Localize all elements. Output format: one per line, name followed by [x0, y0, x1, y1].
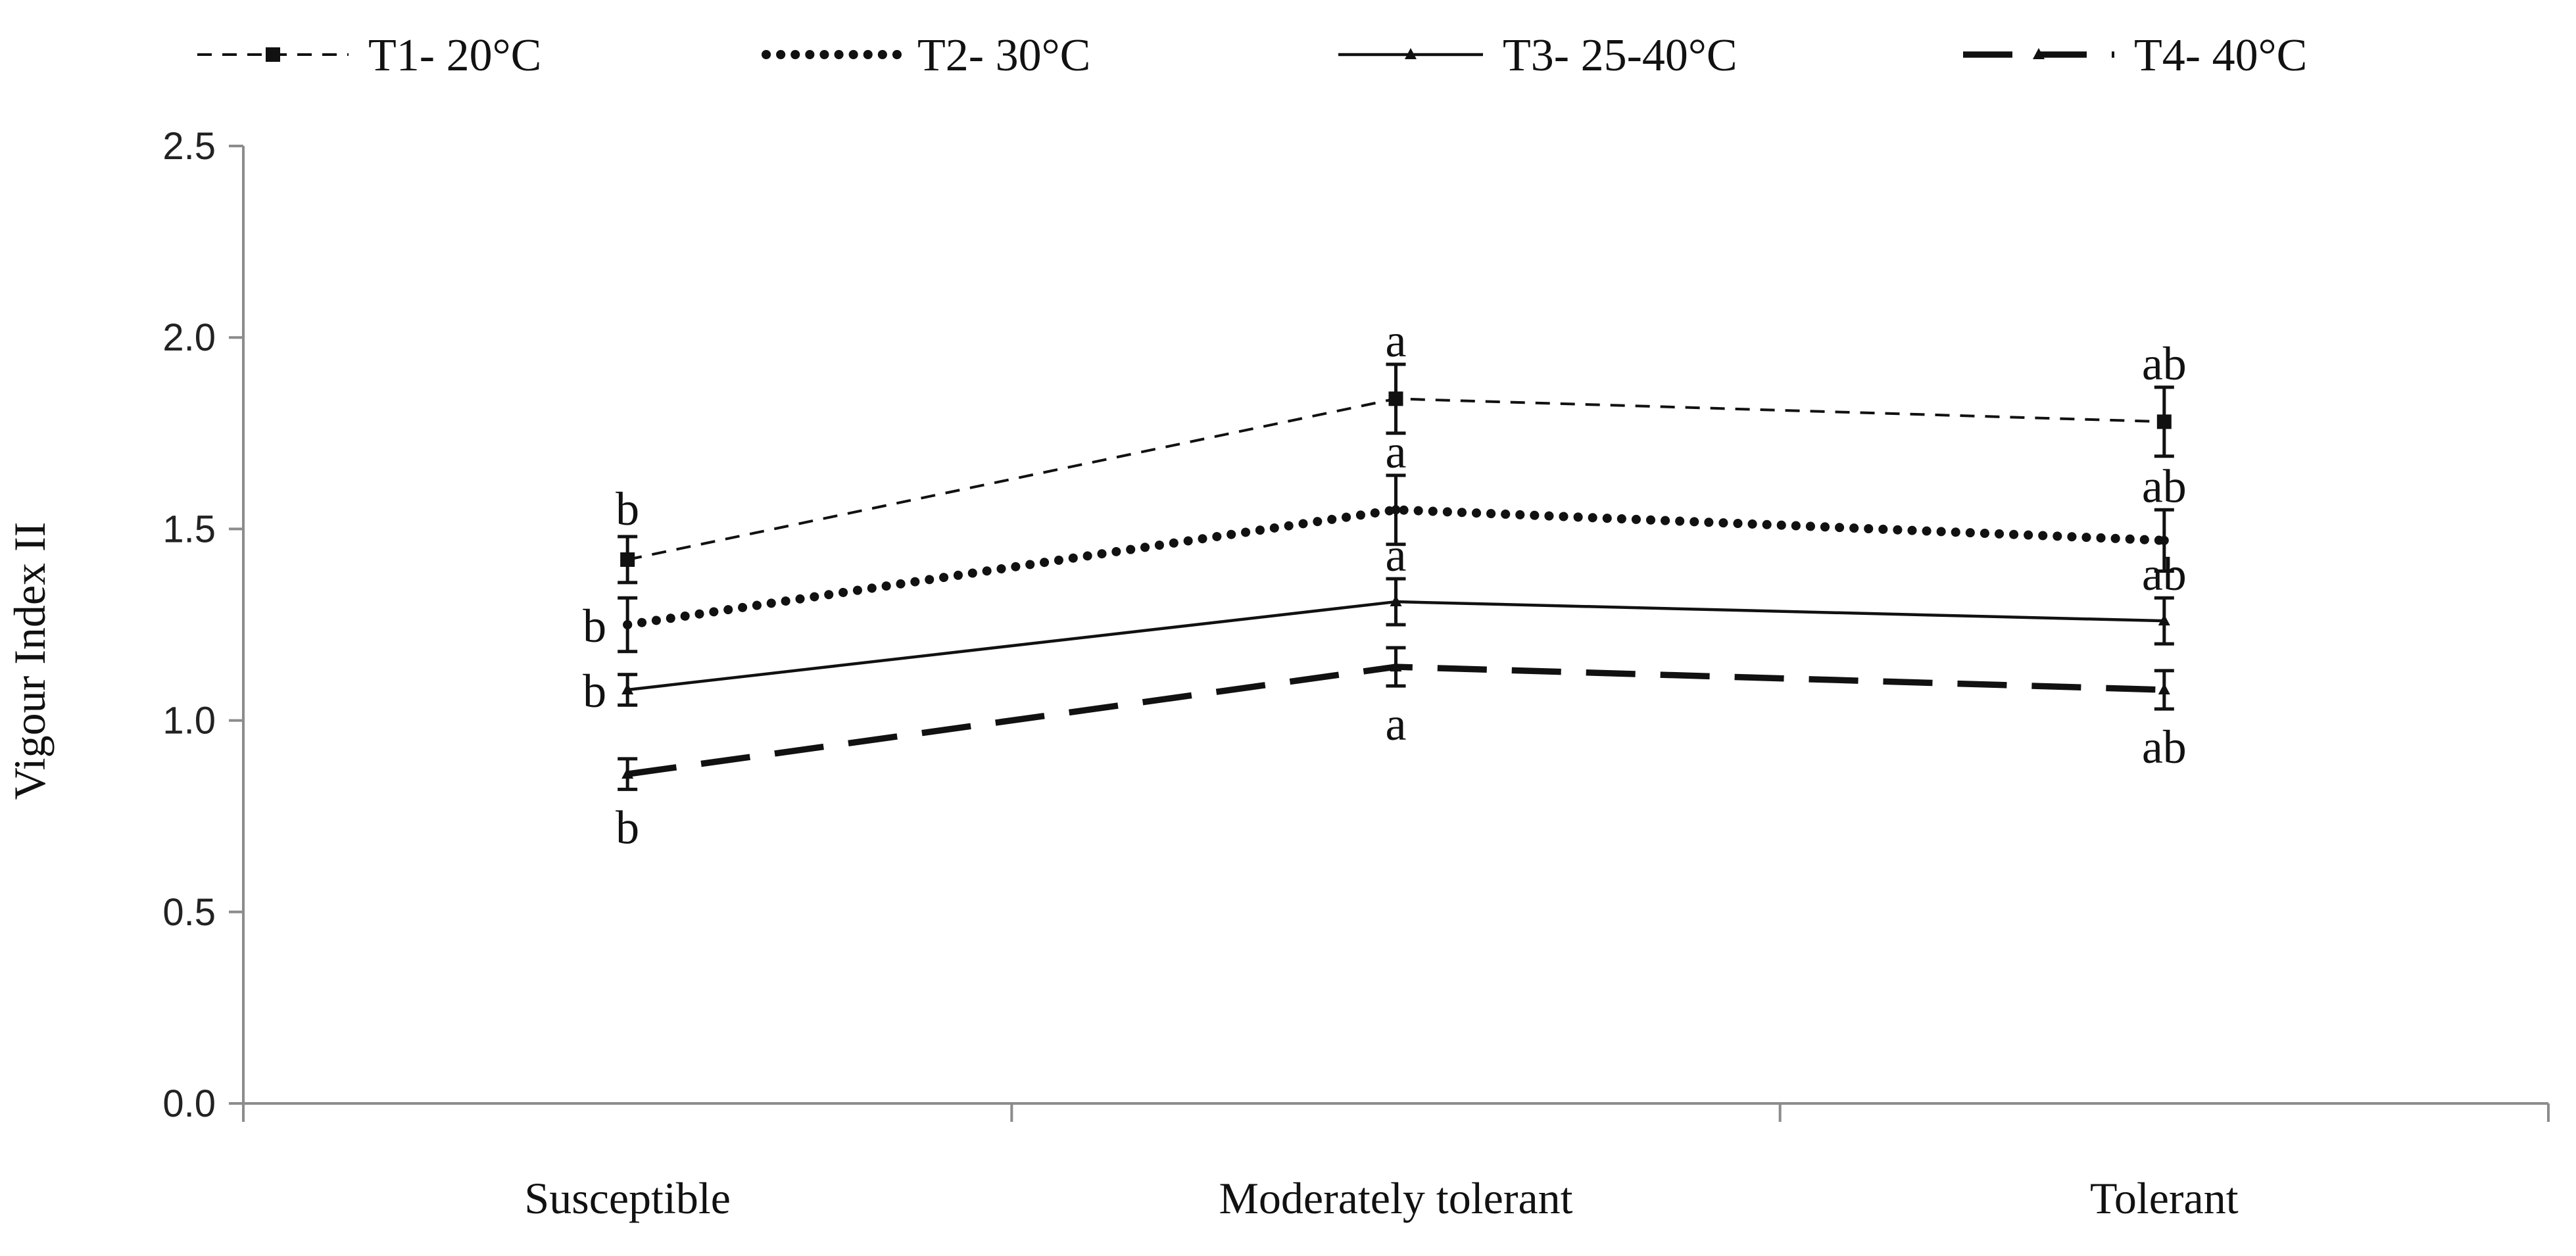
significance-letter: ab	[2142, 548, 2187, 600]
legend-item: T2- 30°C	[762, 30, 1090, 81]
significance-labels: b a ab b a ab b a ab b a ab	[583, 314, 2187, 854]
data-point	[1391, 505, 1401, 515]
significance-letter: b	[583, 665, 606, 717]
axes: 0.0 0.5 1.0 1.5 2.0 2.5 Susceptible Moderately …	[162, 125, 2550, 1223]
y-axis-title: Vigour Index II	[5, 522, 55, 800]
legend-marker	[266, 47, 280, 62]
significance-letter: b	[616, 801, 639, 854]
significance-letter: a	[1386, 529, 1407, 581]
data-point	[1390, 595, 1402, 607]
data-point	[623, 620, 633, 629]
y-tick-label: 2.0	[162, 316, 216, 359]
data-point	[2158, 683, 2170, 695]
data-point	[2156, 414, 2172, 429]
legend-item: T3- 25-40°C	[1338, 30, 1738, 81]
significance-letter: ab	[2142, 460, 2187, 512]
legend-marker	[2033, 48, 2045, 59]
significance-letter: a	[1386, 314, 1407, 367]
data-point	[621, 767, 634, 779]
legend-label: T1- 20°C	[368, 30, 541, 81]
data-point	[620, 552, 635, 567]
y-tick-label: 0.0	[162, 1082, 216, 1125]
data-point	[621, 683, 634, 695]
significance-letter: b	[583, 600, 606, 652]
significance-letter: a	[1386, 425, 1407, 478]
y-tick-label: 2.5	[162, 125, 216, 168]
series-line	[623, 505, 2169, 629]
legend-item: T1- 20°C	[197, 30, 541, 81]
legend-item: T4- 40°C	[1963, 30, 2307, 81]
y-tick-label: 0.5	[162, 891, 216, 934]
data-point	[2158, 614, 2170, 626]
legend-label: T4- 40°C	[2134, 30, 2307, 81]
significance-letter: ab	[2142, 337, 2187, 390]
series-3	[618, 577, 2174, 707]
series-4	[618, 646, 2174, 791]
significance-letter: b	[616, 483, 639, 535]
series-2	[618, 473, 2174, 654]
x-category-label: Moderately tolerant	[1219, 1173, 1572, 1223]
legend: T1- 20°C T2- 30°C T3- 25-40°C T4- 40°C	[197, 30, 2307, 81]
legend-marker	[1405, 48, 1417, 59]
significance-letter: ab	[2142, 721, 2187, 773]
data-point	[2159, 535, 2169, 545]
series-1	[618, 362, 2174, 585]
legend-label: T2- 30°C	[917, 30, 1090, 81]
y-tick-label: 1.0	[162, 700, 216, 742]
data-point	[1388, 391, 1403, 406]
y-tick-label: 1.5	[162, 508, 216, 550]
data-point	[1390, 660, 1402, 672]
series-layer	[618, 362, 2174, 791]
significance-letter: a	[1386, 698, 1407, 750]
x-category-label: Susceptible	[524, 1173, 731, 1223]
x-category-label: Tolerant	[2090, 1173, 2239, 1223]
legend-label: T3- 25-40°C	[1503, 30, 1738, 81]
